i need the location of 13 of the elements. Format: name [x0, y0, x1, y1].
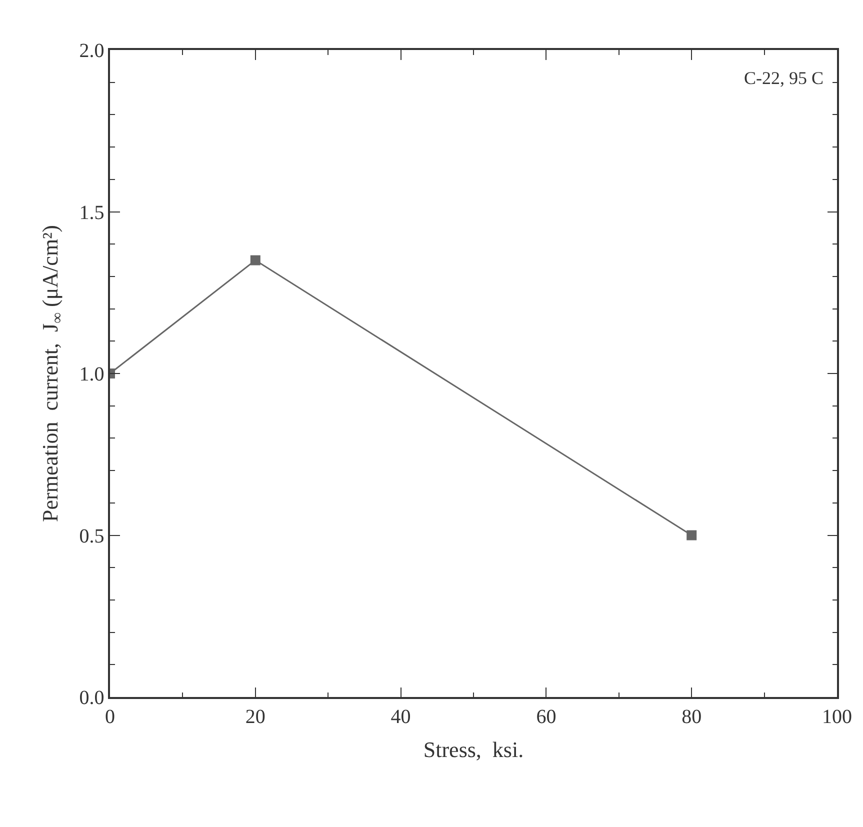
- y-tick-label: 0.5: [79, 525, 104, 548]
- x-tick-label: 80: [682, 706, 702, 728]
- x-tick-label: 100: [822, 706, 852, 728]
- y-tick-label: 1.5: [79, 202, 104, 224]
- x-axis-title: Stress, ksi.: [423, 737, 524, 762]
- x-tick-label: 20: [245, 706, 266, 728]
- x-tick-label: 60: [536, 706, 556, 728]
- y-tick-label: 1.0: [79, 364, 104, 386]
- annotation: C-22, 95 C: [744, 68, 824, 88]
- x-tick-label: 40: [390, 706, 411, 728]
- y-tick-label: 0.0: [79, 687, 104, 709]
- y-tick-label: 2.0: [79, 40, 104, 62]
- x-tick-label: 0: [105, 706, 115, 728]
